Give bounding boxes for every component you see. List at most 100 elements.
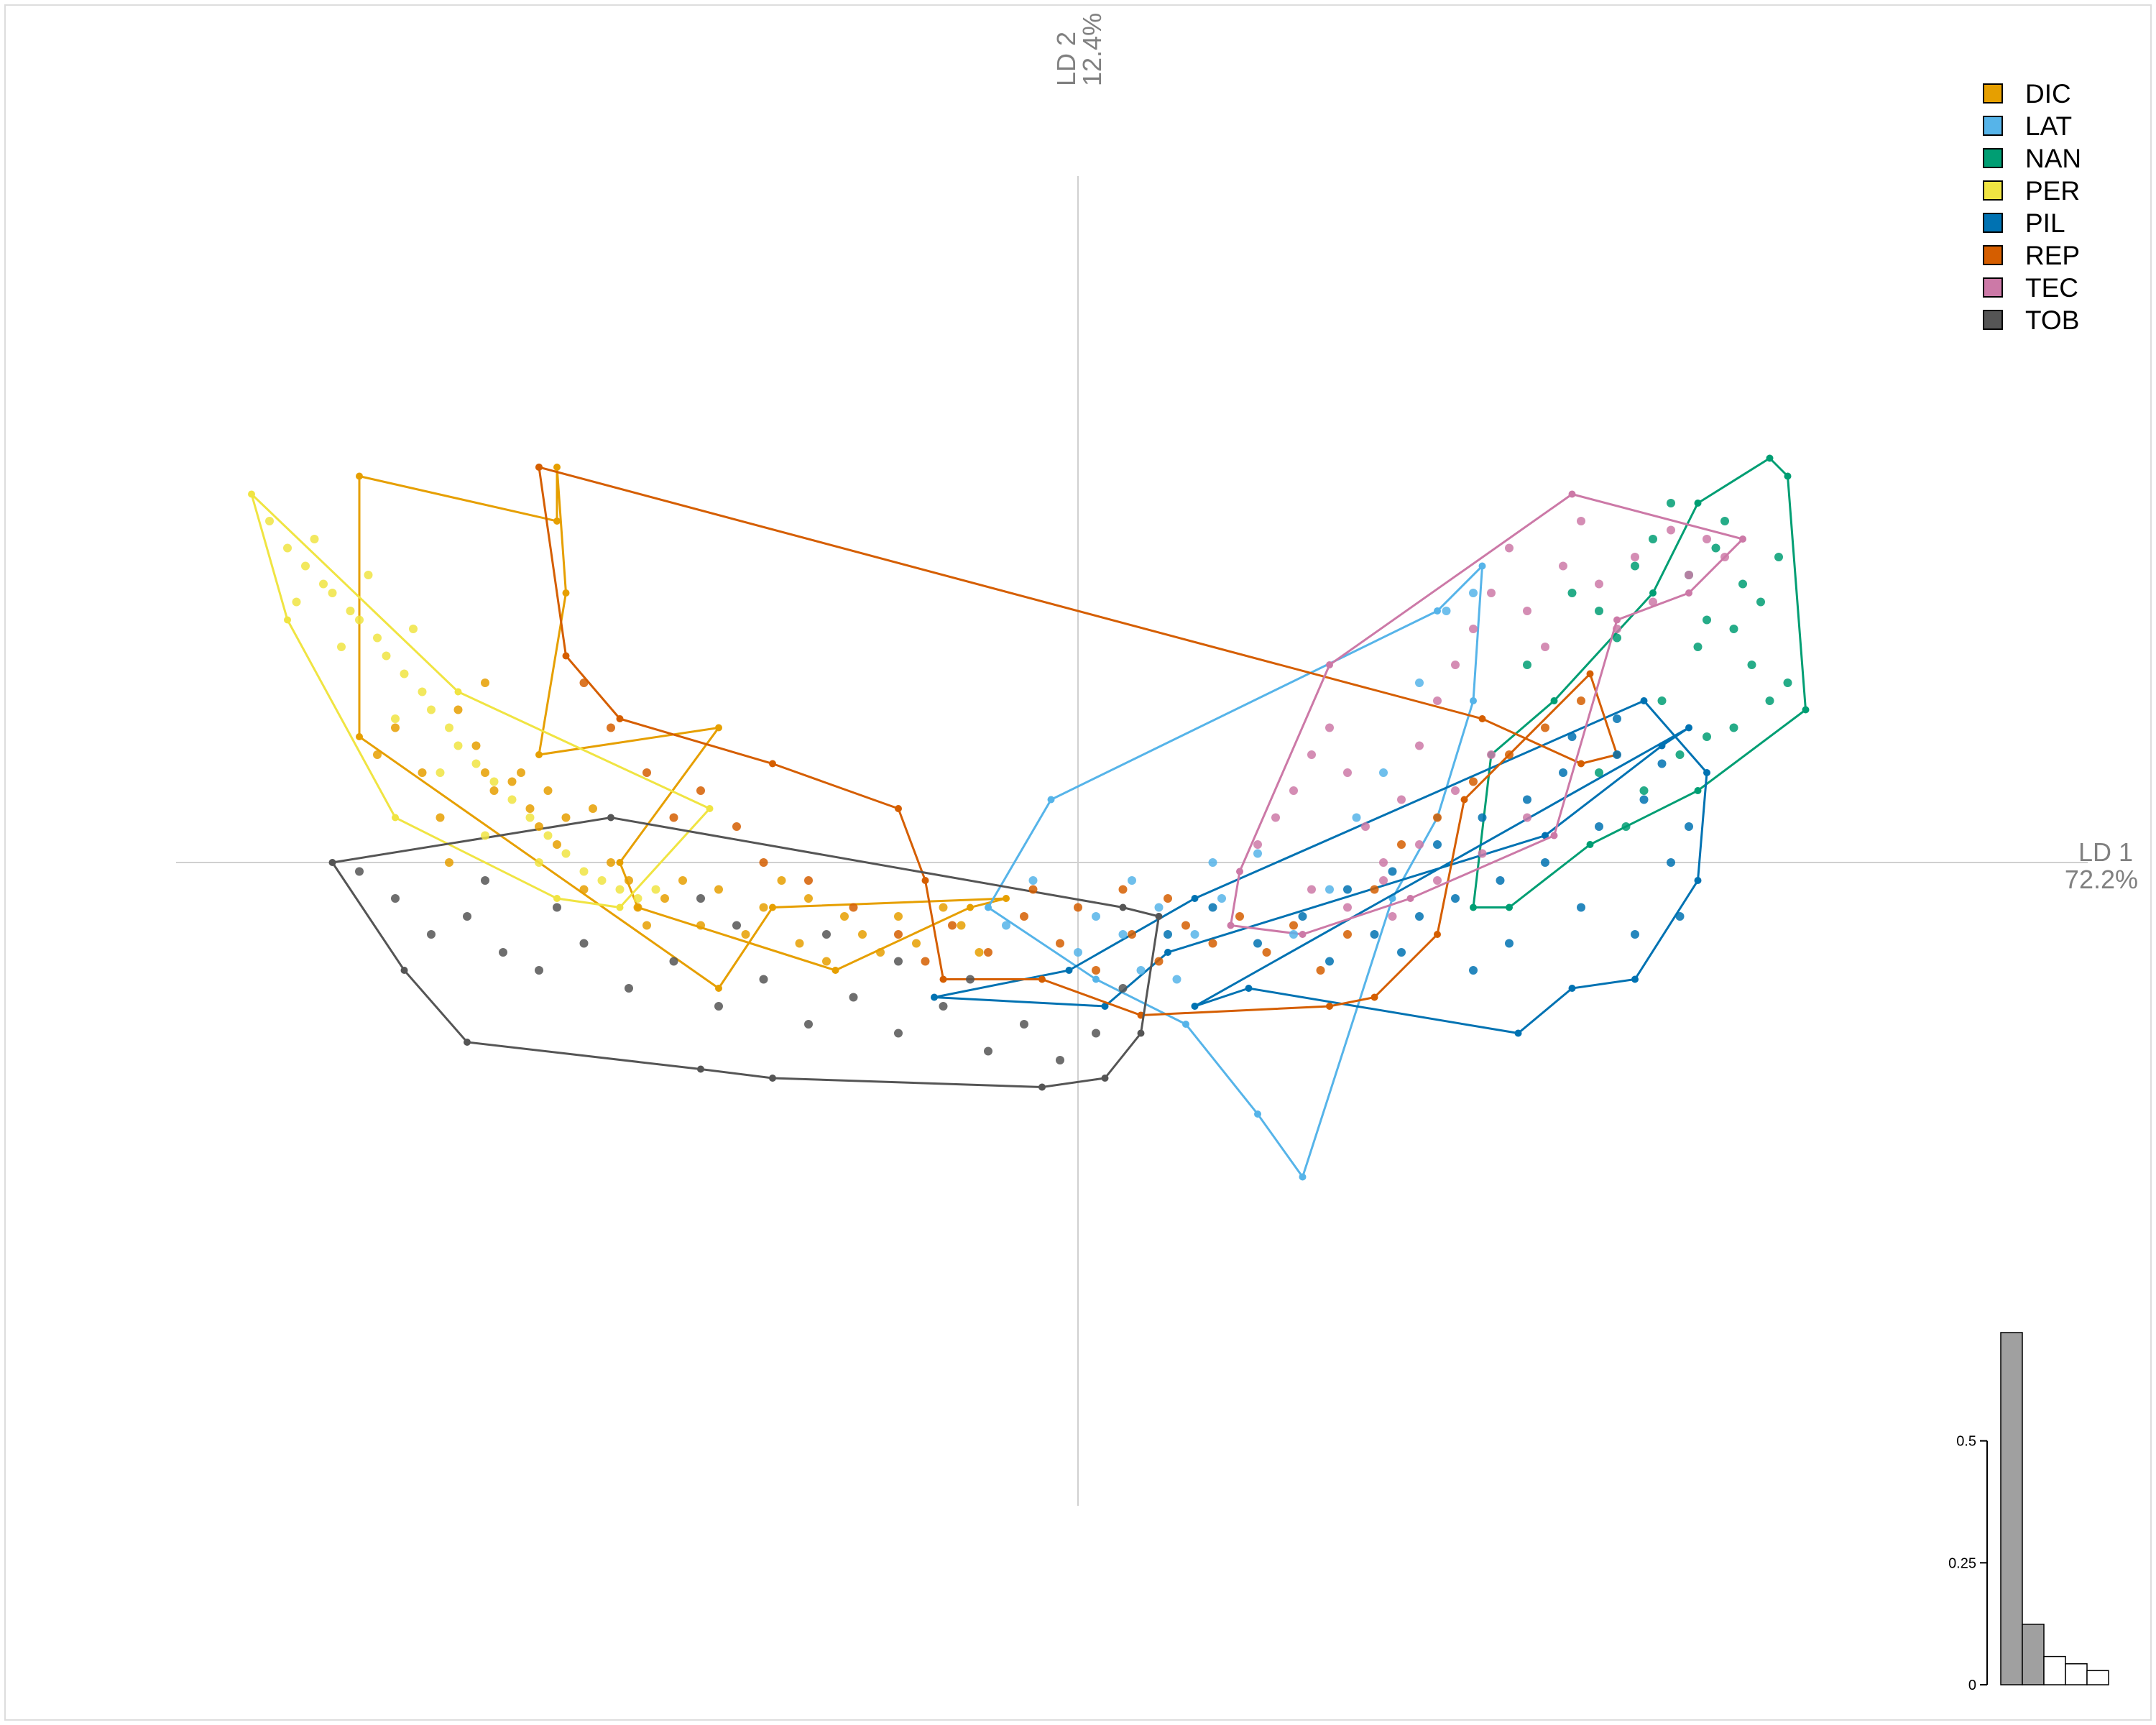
hull-vertex-dic-13 bbox=[356, 472, 363, 480]
point-rep-26 bbox=[1397, 840, 1406, 849]
hull-vertex-pil-9 bbox=[1703, 769, 1710, 776]
point-rep-19 bbox=[1208, 939, 1217, 948]
point-tec-16 bbox=[1541, 643, 1549, 651]
hull-vertex-tob-0 bbox=[328, 859, 336, 866]
hull-vertex-rep-3 bbox=[769, 760, 776, 768]
point-rep-20 bbox=[1235, 912, 1244, 921]
point-per-6 bbox=[355, 615, 364, 625]
hull-vertex-lat-1 bbox=[1470, 697, 1477, 704]
point-tob-9 bbox=[714, 1002, 723, 1011]
point-nan-23 bbox=[1595, 768, 1603, 777]
point-pil-16 bbox=[1577, 903, 1585, 912]
legend-swatch-pil bbox=[1983, 213, 2003, 233]
hull-vertex-per-3 bbox=[616, 903, 624, 911]
hull-vertex-nan-3 bbox=[1550, 697, 1558, 704]
hull-vertex-tob-4 bbox=[769, 1075, 776, 1082]
point-nan-19 bbox=[1657, 696, 1667, 705]
point-nan-11 bbox=[1720, 517, 1729, 525]
point-rep-6 bbox=[759, 858, 768, 867]
point-per-21 bbox=[597, 876, 607, 885]
point-rep-5 bbox=[732, 822, 741, 831]
point-per-29 bbox=[436, 768, 445, 777]
point-tob-20 bbox=[696, 894, 705, 903]
hull-vertex-lat-7 bbox=[1092, 975, 1100, 983]
point-rep-30 bbox=[1541, 723, 1549, 732]
point-per-1 bbox=[283, 543, 292, 553]
point-tec-22 bbox=[1649, 597, 1657, 607]
point-pil-9 bbox=[1433, 840, 1442, 849]
hull-vertex-pil-2 bbox=[1542, 832, 1549, 840]
point-dic-18 bbox=[642, 921, 651, 930]
point-tob-7 bbox=[625, 984, 633, 993]
x-axis-percent: 72.2% bbox=[2065, 865, 2138, 894]
hull-vertex-lat-8 bbox=[985, 903, 992, 911]
point-lat-10 bbox=[1253, 849, 1262, 858]
point-per-8 bbox=[382, 651, 391, 661]
point-dic-6 bbox=[481, 768, 489, 777]
point-per-7 bbox=[373, 633, 382, 643]
point-per-10 bbox=[418, 687, 427, 696]
hull-vertex-tec-1 bbox=[1326, 661, 1333, 668]
hull-vertex-pil-4 bbox=[1101, 1003, 1109, 1010]
point-dic-38 bbox=[481, 678, 489, 687]
point-nan-14 bbox=[1747, 661, 1756, 669]
data-points bbox=[265, 499, 1792, 1064]
hull-vertex-dic-3 bbox=[535, 751, 543, 758]
hull-vertex-rep-13 bbox=[1586, 670, 1594, 678]
hull-vertex-rep-6 bbox=[939, 975, 947, 983]
point-dic-12 bbox=[561, 813, 571, 822]
point-tec-35 bbox=[1415, 840, 1424, 849]
inset-tick-label-0: 0 bbox=[1968, 1678, 1976, 1693]
point-rep-2 bbox=[642, 768, 651, 777]
point-dic-4 bbox=[445, 858, 453, 867]
point-nan-12 bbox=[1729, 625, 1738, 633]
point-dic-27 bbox=[804, 894, 813, 903]
point-pil-20 bbox=[1639, 795, 1649, 804]
point-tob-14 bbox=[939, 1002, 948, 1011]
hull-vertex-pil-12 bbox=[1568, 985, 1576, 992]
point-tob-5 bbox=[535, 966, 543, 975]
y-axis-percent: 12.4% bbox=[1077, 13, 1107, 86]
point-tob-1 bbox=[391, 894, 400, 903]
point-rep-22 bbox=[1289, 921, 1298, 930]
hull-vertex-rep-9 bbox=[1326, 1003, 1333, 1010]
hull-vertex-pil-0 bbox=[1685, 724, 1692, 732]
point-per-19 bbox=[561, 849, 571, 858]
point-per-2 bbox=[301, 561, 310, 571]
hull-vertex-rep-1 bbox=[562, 652, 570, 660]
hull-vertex-rep-2 bbox=[616, 715, 624, 722]
legend-swatch-lat bbox=[1983, 116, 2003, 136]
point-per-25 bbox=[310, 535, 319, 543]
legend-swatch-nan bbox=[1983, 148, 2003, 168]
hull-vertex-tec-4 bbox=[1685, 589, 1692, 597]
hull-vertex-dic-7 bbox=[831, 967, 839, 974]
eigen-bar-3 bbox=[2043, 1655, 2066, 1685]
hull-vertex-pil-6 bbox=[1065, 967, 1073, 974]
point-dic-32 bbox=[894, 912, 903, 921]
hull-vertex-pil-13 bbox=[1514, 1029, 1522, 1037]
hull-vertex-lat-6 bbox=[1182, 1021, 1189, 1028]
point-pil-29 bbox=[1613, 714, 1621, 723]
point-tob-26 bbox=[553, 903, 561, 912]
point-rep-12 bbox=[984, 948, 992, 957]
point-dic-34 bbox=[939, 903, 948, 912]
point-tec-11 bbox=[1451, 661, 1460, 669]
point-tob-16 bbox=[1020, 1020, 1028, 1029]
point-pil-24 bbox=[1685, 822, 1693, 831]
point-tec-0 bbox=[1253, 840, 1262, 849]
hull-vertex-dic-0 bbox=[553, 518, 561, 525]
point-pil-10 bbox=[1451, 894, 1460, 903]
point-pil-4 bbox=[1325, 957, 1334, 966]
point-tec-2 bbox=[1289, 786, 1298, 795]
point-pil-5 bbox=[1343, 885, 1352, 894]
point-tec-4 bbox=[1325, 723, 1334, 732]
point-lat-18 bbox=[1208, 858, 1217, 867]
point-nan-2 bbox=[1595, 607, 1603, 615]
point-nan-20 bbox=[1675, 750, 1685, 759]
point-pil-7 bbox=[1388, 867, 1397, 876]
point-lat-16 bbox=[1442, 607, 1451, 615]
legend-label-nan: NAN bbox=[2025, 144, 2081, 173]
legend-label-tob: TOB bbox=[2025, 305, 2079, 335]
point-lat-7 bbox=[1172, 975, 1181, 984]
hull-vertex-nan-6 bbox=[1506, 903, 1513, 911]
